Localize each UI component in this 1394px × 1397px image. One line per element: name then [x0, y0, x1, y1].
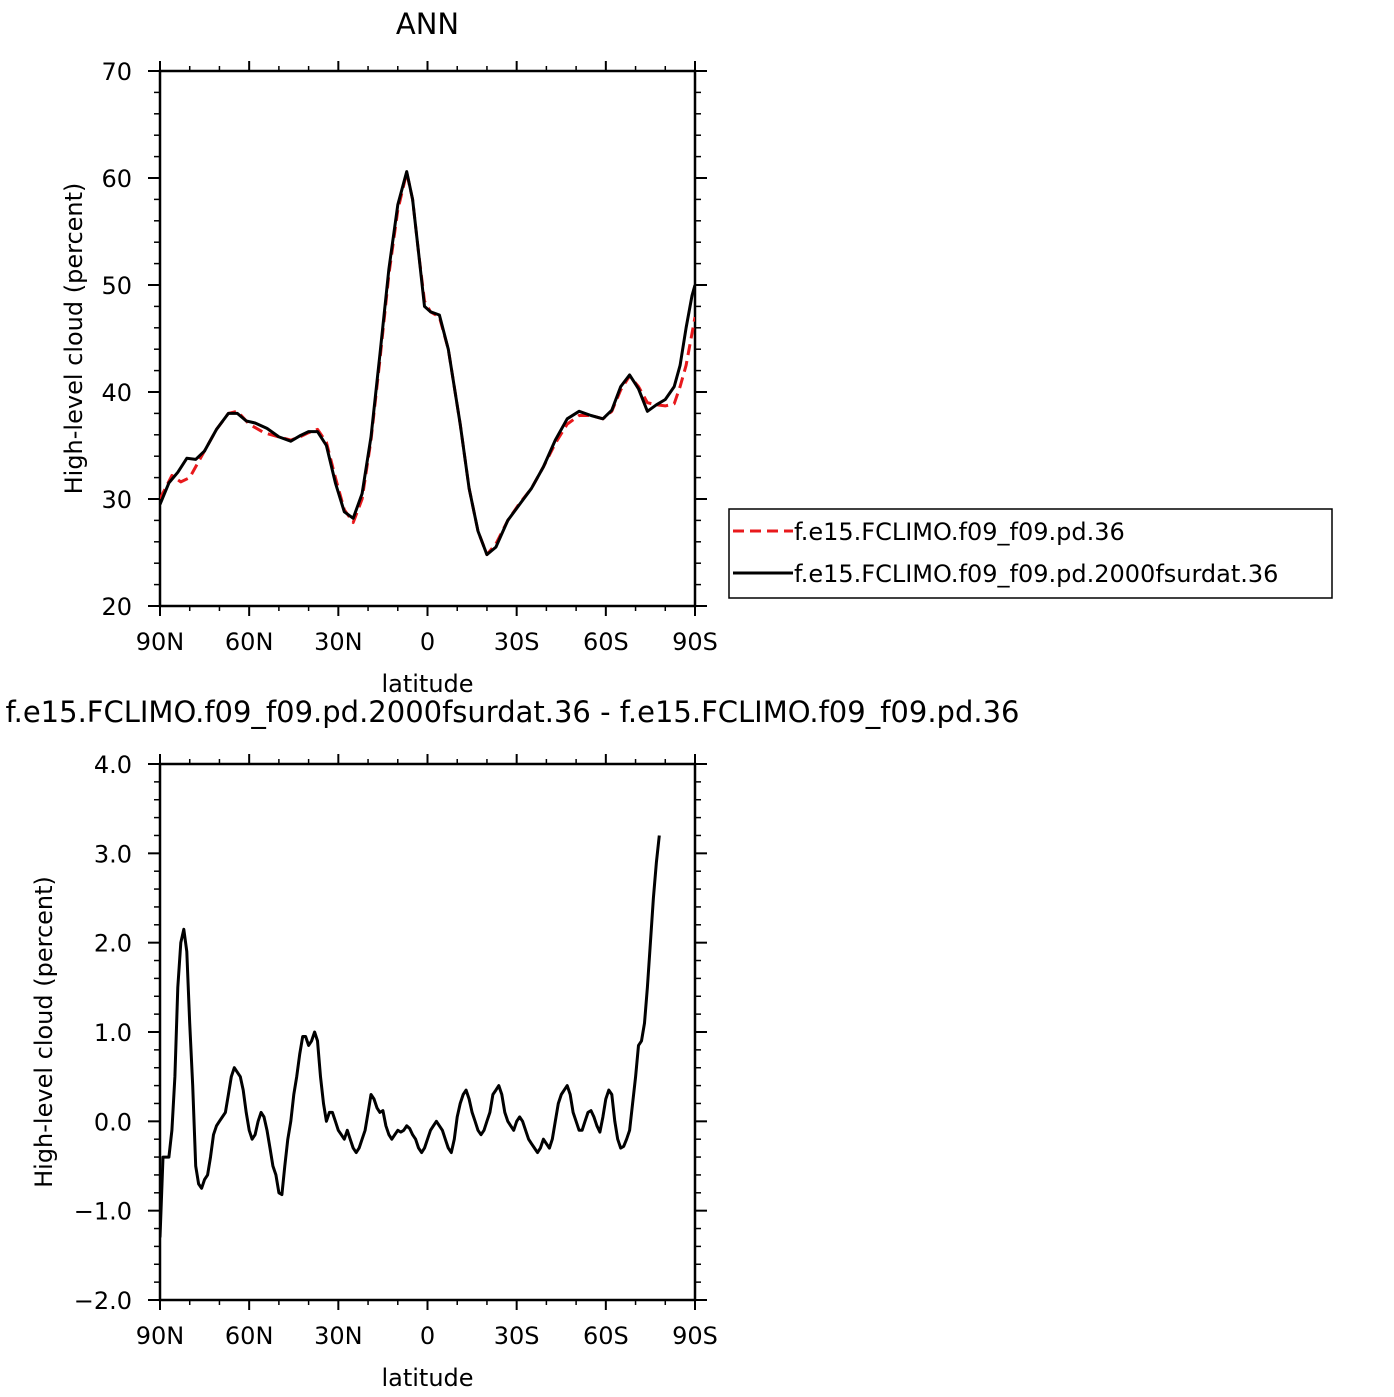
- x-tick-label: 90N: [136, 628, 185, 656]
- y-tick-label: 30: [101, 486, 132, 514]
- x-tick-label: 30N: [314, 628, 363, 656]
- y-tick-label: 0.0: [94, 1108, 132, 1136]
- x-tick-label: 30N: [314, 1322, 363, 1350]
- upper-panel: ANN 90N 60N 30N 0 30S 60S 90S 20 30 40 50 60 70 latitu…: [60, 7, 718, 698]
- y-tick-label: 3.0: [94, 840, 132, 868]
- x-axis-label: latitude: [381, 1364, 473, 1392]
- legend-label-1: f.e15.FCLIMO.f09_f09.pd.2000fsurdat.36: [794, 560, 1278, 588]
- y-tick-label: 50: [101, 272, 132, 300]
- y-tick-label: 40: [101, 379, 132, 407]
- lower-panel: f.e15.FCLIMO.f09_f09.pd.2000fsurdat.36 -…: [6, 695, 1020, 1392]
- legend-box: [728, 508, 1333, 599]
- y-tick-label: −1.0: [74, 1198, 132, 1226]
- series-line-0: [160, 171, 695, 557]
- legend-label-0: f.e15.FCLIMO.f09_f09.pd.36: [794, 518, 1125, 546]
- y-axis-label: High-level cloud (percent): [60, 183, 88, 495]
- x-tick-label: 30S: [494, 1322, 540, 1350]
- x-axis-label: latitude: [381, 670, 473, 698]
- y-axis-label: High-level cloud (percent): [30, 876, 58, 1188]
- y-tick-label: 70: [101, 58, 132, 86]
- series-line-1: [160, 170, 695, 557]
- y-tick-label: 1.0: [94, 1019, 132, 1047]
- x-tick-label: 60N: [225, 628, 274, 656]
- y-tick-label: 60: [101, 165, 132, 193]
- x-tick-label: 90N: [136, 1322, 185, 1350]
- chart-title: ANN: [396, 7, 459, 41]
- x-tick-label: 60N: [225, 1322, 274, 1350]
- series-line-0: [160, 835, 661, 1238]
- x-tick-label: 0: [420, 628, 435, 656]
- y-tick-label: 4.0: [94, 751, 132, 779]
- x-tick-label: 60S: [583, 1322, 629, 1350]
- x-tick-label: 30S: [494, 628, 540, 656]
- x-tick-label: 0: [420, 1322, 435, 1350]
- plot-frame: [158, 69, 697, 608]
- x-tick-label: 60S: [583, 628, 629, 656]
- plot-frame: [158, 762, 697, 1302]
- x-tick-label: 90S: [672, 1322, 718, 1350]
- y-tick-label: 20: [101, 593, 132, 621]
- x-tick-label: 90S: [672, 628, 718, 656]
- chart-title: f.e15.FCLIMO.f09_f09.pd.2000fsurdat.36 -…: [6, 695, 1020, 729]
- legend: f.e15.FCLIMO.f09_f09.pd.36 f.e15.FCLIMO.f…: [728, 508, 1333, 599]
- y-tick-label: −2.0: [74, 1287, 132, 1315]
- y-tick-label: 2.0: [94, 930, 132, 958]
